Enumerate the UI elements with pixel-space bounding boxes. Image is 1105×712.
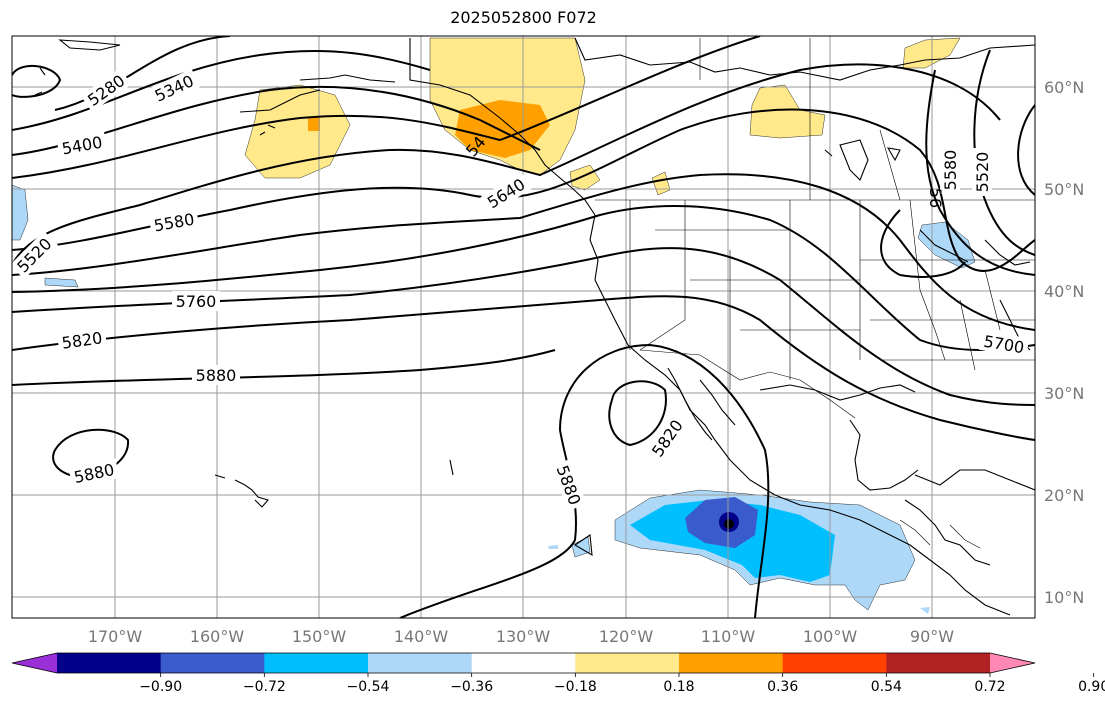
positive-anomaly-bering bbox=[244, 84, 351, 179]
map-frame bbox=[11, 35, 1036, 619]
contour-5280 bbox=[54, 36, 231, 111]
colorbar-segment bbox=[575, 653, 680, 673]
lon-label: 120°W bbox=[599, 627, 654, 646]
negative-anomaly-west-edge bbox=[12, 184, 29, 241]
lon-label: 150°W bbox=[292, 627, 347, 646]
contour-east-1 bbox=[925, 69, 1035, 276]
colorbar-tick-label: −0.36 bbox=[450, 679, 493, 695]
contour-east-3 bbox=[1017, 104, 1035, 196]
contour-5880-main bbox=[12, 349, 556, 386]
contour-label: 5580 bbox=[941, 150, 960, 191]
latitude-labels: 60°N 50°N 40°N 30°N 20°N 10°N bbox=[1044, 78, 1084, 607]
contour-label: 5820 bbox=[61, 328, 104, 352]
graticule bbox=[12, 36, 1035, 618]
contour-5700 bbox=[12, 204, 1035, 351]
height-contours bbox=[12, 36, 1035, 618]
lon-label: 130°W bbox=[496, 627, 551, 646]
contour-5820-loop bbox=[608, 380, 667, 447]
contour-label: 5700 bbox=[982, 332, 1025, 358]
lon-label: 170°W bbox=[88, 627, 143, 646]
colorbar-segment bbox=[782, 653, 887, 673]
colorbar-segment bbox=[471, 653, 576, 673]
colorbar-tick-label: 0.90 bbox=[1078, 679, 1105, 695]
contour-5280-loop bbox=[12, 64, 62, 98]
negative-anomaly-small-2 bbox=[548, 545, 558, 549]
contour-5640 bbox=[12, 173, 1035, 331]
colorbar-segment bbox=[57, 653, 162, 673]
contour-label: 5400 bbox=[60, 133, 103, 159]
contour-5580 bbox=[12, 108, 1035, 272]
colorbar-segment bbox=[264, 653, 369, 673]
colorbar-tick-label: 0.72 bbox=[974, 679, 1005, 695]
colorbar-tick-label: −0.18 bbox=[554, 679, 597, 695]
contour-label: 5520 bbox=[973, 152, 992, 193]
contour-5520 bbox=[12, 63, 1001, 266]
colorbar-segment bbox=[679, 653, 784, 673]
lat-label: 60°N bbox=[1044, 78, 1084, 97]
lat-label: 10°N bbox=[1044, 588, 1084, 607]
contour-5880-mexico bbox=[559, 343, 770, 618]
contour-label: 5760 bbox=[176, 292, 217, 311]
positive-anomaly-canada bbox=[749, 84, 826, 139]
colorbar-extend-high bbox=[990, 653, 1035, 673]
positive-anomaly-bc bbox=[569, 164, 601, 191]
contour-label: 5580 bbox=[152, 210, 195, 236]
contour-5760 bbox=[12, 247, 1035, 406]
colorbar-tick-label: 0.18 bbox=[663, 679, 694, 695]
positive-anomaly-alberta bbox=[651, 171, 671, 196]
negative-anomaly-tropical-peak bbox=[724, 519, 734, 529]
contour-label: 56 bbox=[926, 188, 945, 208]
colorbar-segment bbox=[160, 653, 265, 673]
lon-label: 110°W bbox=[701, 627, 756, 646]
map-title: 2025052800 F072 bbox=[450, 8, 597, 27]
negative-anomaly-small-3 bbox=[920, 607, 930, 614]
contour-5340 bbox=[12, 49, 431, 131]
lon-label: 140°W bbox=[394, 627, 449, 646]
colorbar-segment bbox=[886, 653, 991, 673]
contour-5820 bbox=[12, 295, 1035, 441]
colorbar-outline bbox=[11, 652, 1036, 674]
lon-label: 100°W bbox=[803, 627, 858, 646]
lon-label: 90°W bbox=[910, 627, 954, 646]
lat-label: 20°N bbox=[1044, 486, 1084, 505]
contour-label: 5880 bbox=[196, 366, 237, 385]
contour-5400 bbox=[12, 85, 541, 156]
map-area: 5280 5340 5400 5520 5580 5640 5760 5820 … bbox=[12, 36, 1035, 618]
positive-anomaly-bering-core bbox=[308, 117, 320, 131]
negative-anomaly-small-pacific bbox=[44, 277, 79, 288]
colorbar-extend-low bbox=[12, 653, 57, 673]
contour-east-4 bbox=[880, 209, 966, 278]
coastlines bbox=[34, 37, 1035, 616]
longitude-labels: 170°W 160°W 150°W 140°W 130°W 120°W 110°… bbox=[88, 627, 954, 646]
colorbar-tick-label: −0.72 bbox=[243, 679, 286, 695]
contour-label: 5880 bbox=[72, 460, 116, 487]
colorbar-segment bbox=[368, 653, 473, 673]
contour-label: 5640 bbox=[484, 175, 529, 213]
colorbar-tick-label: 0.36 bbox=[767, 679, 798, 695]
shaded-anomaly-regions bbox=[12, 37, 976, 614]
contour-label: 5880 bbox=[553, 463, 585, 508]
lat-label: 50°N bbox=[1044, 180, 1084, 199]
colorbar-tick-label: −0.54 bbox=[347, 679, 390, 695]
colorbar-tick-label: 0.54 bbox=[871, 679, 902, 695]
colorbar: −0.90 −0.72 −0.54 −0.36 −0.18 0.18 0.36 0.54 0.7… bbox=[11, 652, 1105, 695]
lat-label: 30°N bbox=[1044, 384, 1084, 403]
contour-5880-lower bbox=[399, 429, 577, 618]
lon-label: 160°W bbox=[190, 627, 245, 646]
colorbar-tick-label: −0.90 bbox=[139, 679, 182, 695]
lat-label: 40°N bbox=[1044, 282, 1084, 301]
contour-5460 bbox=[12, 36, 761, 179]
